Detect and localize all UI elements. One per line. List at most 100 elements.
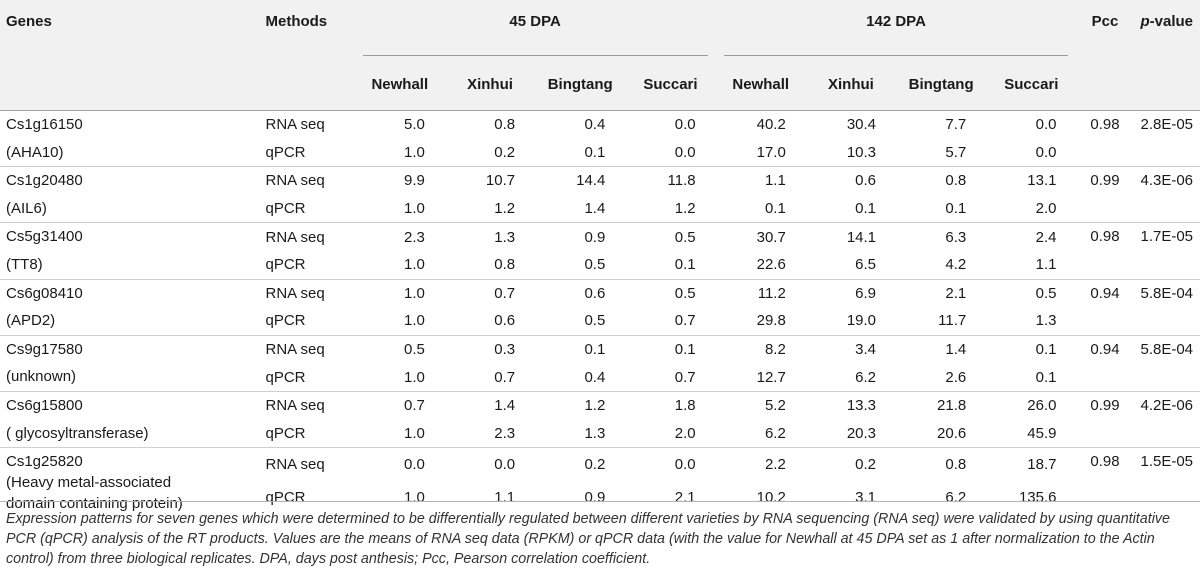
pcc-cell: 0.99 (1076, 166, 1134, 223)
value-cell: 0.6 (535, 278, 626, 308)
method-cell: qPCR (265, 256, 306, 274)
value-cell: 40.2 (715, 109, 806, 139)
pcc-cell: 0.98 (1076, 222, 1134, 280)
pcc-cell: 0.99 (1076, 390, 1134, 448)
gene-label-line: Cs6g15800 (6, 396, 83, 414)
value-cell: 1.0 (404, 312, 425, 330)
value-cell: 0.5 (584, 256, 606, 274)
gene-cell: Cs1g16150 (AHA10) (0, 109, 266, 167)
pcc-cell: 0.98 (1076, 447, 1134, 515)
value-cell: 13.1 (986, 166, 1077, 195)
value-cell: 19.0 (846, 312, 877, 330)
gene-cell: Cs5g31400 (TT8) (0, 222, 266, 280)
header-pcc: Pcc (1091, 13, 1119, 30)
table-row: Cs6g15800( glycosyltransferase) RNA seq 0.… (0, 390, 1200, 448)
pvalue-cell: 4.2E-06 (1133, 390, 1200, 448)
gene-cell: Cs1g25820 (Heavy metal-associated domain c… (0, 447, 266, 515)
header-variety: Newhall (732, 75, 790, 93)
value-cell: 0.0 (1035, 143, 1057, 161)
value-cell: 45.9 (1027, 424, 1057, 442)
value-cell: 12.7 (756, 368, 786, 386)
value-cell: 0.8 (494, 256, 516, 274)
value-cell: 11.8 (625, 166, 716, 195)
gene-cell: Cs6g15800 ( glycosyltransferase) (0, 390, 266, 448)
table-row: Cs6g08410 (APD2) RNA seq 1.0 0.7 0.6 0.5 11.2 6.… (0, 278, 1200, 336)
value-cell: 1.2 (535, 390, 626, 420)
gene-label-line: Cs6g08410 (6, 284, 83, 302)
value-cell: 0.2 (805, 447, 897, 482)
header-142dpa-label: 142 DPA (866, 13, 926, 30)
table-caption: Expression patterns for seven genes whic… (6, 511, 1170, 567)
value-cell: 0.9 (535, 222, 626, 251)
table-row: qPCR 1.0 0.8 0.5 0.1 22.6 6.5 4.2 1.1 (0, 251, 1200, 279)
value-cell: 0.1 (584, 143, 606, 161)
value-cell: 1.3 (584, 424, 606, 442)
value-cell: 0.5 (625, 278, 716, 308)
gene-label-line: (AIL6) (6, 199, 47, 217)
method-cell: RNA seq (265, 166, 355, 195)
header-variety: Bingtang (908, 75, 974, 93)
value-cell: 0.2 (494, 143, 516, 161)
value-cell: 14.1 (805, 222, 897, 251)
header-pvalue: p-value (1134, 0, 1200, 111)
header-methods: Methods (265, 13, 328, 30)
value-cell: 0.7 (674, 368, 696, 386)
pvalue-cell: 1.5E-05 (1133, 447, 1200, 515)
value-cell: 0.0 (674, 143, 696, 161)
value-cell: 3.4 (805, 334, 897, 364)
header-genes: Genes (6, 13, 52, 30)
value-cell: 0.1 (625, 334, 716, 364)
header-142dpa: 142 DPA (716, 0, 1077, 58)
header-45dpa: 45 DPA (355, 0, 716, 58)
table-row: qPCR 1.0 0.6 0.5 0.7 29.8 19.0 11.7 1.3 (0, 307, 1200, 335)
value-cell: 29.8 (756, 312, 786, 330)
value-cell: 20.6 (937, 424, 967, 442)
value-cell: 1.4 (896, 334, 987, 364)
value-cell: 18.7 (986, 447, 1077, 482)
value-cell: 2.2 (715, 447, 806, 482)
value-cell: 1.2 (494, 200, 516, 218)
header-variety: Bingtang (547, 75, 613, 93)
table-row: Cs1g25820 (Heavy metal-associated domain c… (0, 447, 1200, 515)
value-cell: 2.4 (986, 222, 1077, 251)
value-cell: 0.7 (354, 390, 445, 420)
value-cell: 0.8 (896, 166, 987, 195)
value-cell: 1.8 (625, 390, 716, 420)
value-cell: 1.0 (404, 256, 425, 274)
method-cell: qPCR (265, 200, 306, 218)
value-cell: 17.0 (756, 143, 786, 161)
value-cell: 14.4 (535, 166, 626, 195)
value-cell: 0.7 (674, 312, 696, 330)
value-cell: 0.0 (354, 447, 445, 482)
value-cell: 11.7 (938, 312, 967, 330)
value-cell: 6.2 (764, 424, 786, 442)
value-cell: 1.0 (404, 368, 425, 386)
pvalue-cell: 5.8E-04 (1133, 334, 1200, 392)
pcc-cell: 0.98 (1076, 109, 1134, 167)
value-cell: 0.7 (494, 368, 516, 386)
value-cell: 0.1 (674, 256, 696, 274)
pvalue-cell: 2.8E-05 (1133, 109, 1200, 167)
value-cell: 10.7 (444, 166, 536, 195)
table-row: qPCR 1.0 1.2 1.4 1.2 0.1 0.1 0.1 2.0 (0, 195, 1200, 223)
table-row: qPCR 1.0 2.3 1.3 2.0 6.2 20.3 20.6 45.9 (0, 420, 1200, 448)
value-cell: 0.1 (986, 334, 1077, 364)
value-cell: 0.8 (896, 447, 987, 482)
value-cell: 30.7 (715, 222, 806, 251)
gene-label-line: Cs1g20480 (6, 172, 83, 190)
value-cell: 2.0 (1035, 200, 1057, 218)
table-row: Cs5g31400 (TT8) RNA seq 2.3 1.3 0.9 0.5 30.7 14.… (0, 222, 1200, 280)
header-pvalue-p: p (1140, 13, 1150, 30)
value-cell: 1.4 (584, 200, 606, 218)
value-cell: 1.2 (674, 200, 696, 218)
header-variety: Newhall (371, 75, 429, 93)
value-cell: 22.6 (756, 256, 786, 274)
value-cell: 21.8 (896, 390, 987, 420)
gene-label-line: (AHA10) (6, 143, 64, 161)
value-cell: 2.6 (945, 368, 967, 386)
method-cell: RNA seq (265, 278, 355, 308)
value-cell: 0.4 (535, 109, 626, 139)
method-cell: qPCR (265, 368, 306, 386)
gene-label-line: (APD2) (6, 312, 56, 330)
